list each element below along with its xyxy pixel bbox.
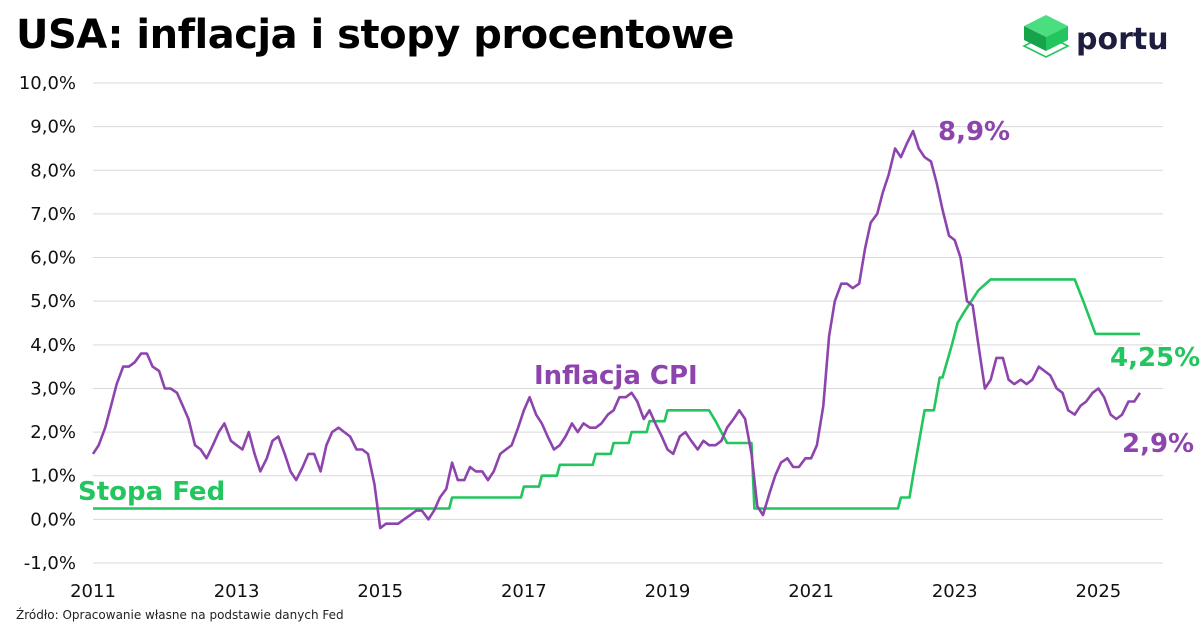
y-tick-label: 2,0% (30, 422, 76, 443)
y-tick-label: 1,0% (30, 466, 76, 487)
y-tick-label: 7,0% (30, 204, 76, 225)
annotation-fed-label: Stopa Fed (78, 477, 225, 507)
stacked-cube-icon (1022, 15, 1070, 58)
fed-rate-line (93, 278, 1140, 510)
portu-logo: portu (1018, 14, 1178, 66)
annotation-cpi-peak: 8,9% (938, 117, 1010, 147)
x-tick-label: 2015 (357, 581, 403, 602)
annotation-fed-latest: 4,25% (1110, 343, 1200, 373)
x-tick-label: 2013 (214, 581, 260, 602)
y-tick-label: 6,0% (30, 248, 76, 269)
x-tick-label: 2019 (645, 581, 691, 602)
source-note: Źródło: Opracowanie własne na podstawie … (16, 608, 344, 622)
y-tick-label: 9,0% (30, 117, 76, 138)
logo-text: portu (1076, 22, 1169, 57)
grid-lines (93, 82, 1163, 564)
x-tick-label: 2017 (501, 581, 547, 602)
y-tick-label: -1,0% (24, 553, 76, 574)
y-tick-label: 8,0% (30, 160, 76, 181)
x-tick-label: 2025 (1075, 581, 1121, 602)
annotation-cpi-label: Inflacja CPI (534, 361, 698, 391)
page-title: USA: inflacja i stopy procentowe (16, 12, 735, 58)
x-axis-ticks: 2011 2013 2015 2017 2019 2021 2023 2025 (70, 581, 1121, 602)
y-tick-label: 3,0% (30, 378, 76, 399)
cpi-inflation-line (91, 129, 1142, 530)
y-tick-label: 10,0% (19, 73, 76, 94)
y-axis-ticks: -1,0% 0,0% 1,0% 2,0% 3,0% 4,0% 5,0% 6,0% 7,0% 8,0… (19, 73, 76, 574)
annotation-cpi-latest: 2,9% (1122, 429, 1194, 459)
y-tick-label: 0,0% (30, 509, 76, 530)
y-tick-label: 4,0% (30, 335, 76, 356)
x-tick-label: 2021 (788, 581, 834, 602)
x-tick-label: 2023 (932, 581, 978, 602)
y-tick-label: 5,0% (30, 291, 76, 312)
x-tick-label: 2011 (70, 581, 116, 602)
